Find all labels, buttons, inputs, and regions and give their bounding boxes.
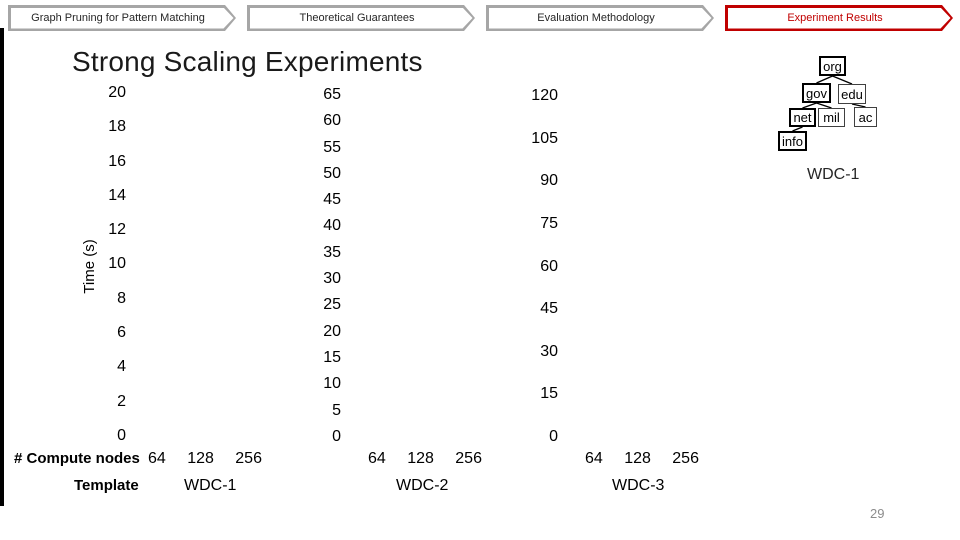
x-tick-label: 64	[585, 450, 603, 467]
y-tick-label: 20	[108, 84, 126, 101]
page-title: Strong Scaling Experiments	[72, 46, 423, 77]
y-tick-label: 20	[323, 322, 341, 340]
y-tick-label: 35	[323, 243, 341, 261]
chart2-y-axis-ticks: 65 60 55 50 45 40 35 30 25 20 15 10 5 0	[303, 86, 341, 446]
y-tick-label: 60	[323, 112, 341, 130]
tab-fill	[250, 8, 473, 29]
y-tick-label: 30	[540, 342, 558, 360]
y-tick-label: 25	[323, 296, 341, 314]
y-tick-label: 45	[323, 191, 341, 209]
y-tick-label: 8	[117, 289, 126, 307]
chart2-group-label: WDC-2	[396, 477, 449, 494]
y-tick-label: 12	[108, 221, 126, 239]
tab-fill	[489, 8, 712, 29]
y-tick-label: 10	[323, 375, 341, 393]
nav-tab-label: Evaluation Methodology	[537, 12, 655, 24]
x-axis-caption: # Compute nodes	[14, 450, 140, 467]
x-tick-label: 256	[455, 450, 482, 467]
x-tick-label: 256	[235, 450, 262, 467]
tab-fill	[728, 8, 951, 29]
y-tick-label: 15	[540, 385, 558, 403]
nav-tab-experiment-results[interactable]: Experiment Results	[725, 5, 953, 31]
y-tick-label: 60	[540, 257, 558, 275]
chart3-y-axis-ticks: 120 105 90 75 60 45 30 15 0	[514, 87, 558, 446]
tree-edges	[792, 75, 866, 132]
y-tick-label: 4	[117, 358, 126, 376]
y-tick-label: 65	[323, 86, 341, 103]
y-tick-label: 0	[117, 426, 126, 444]
y-tick-label: 6	[117, 324, 126, 342]
y-tick-label: 90	[540, 172, 558, 190]
x-tick-label: 256	[672, 450, 699, 467]
y-tick-label: 5	[332, 401, 341, 419]
chart1-y-axis-ticks: 20 18 16 14 12 10 8 6 4 2 0	[88, 84, 126, 445]
y-tick-label: 0	[332, 427, 341, 445]
y-tick-label: 55	[323, 138, 341, 156]
x-tick-label: 128	[624, 450, 651, 467]
y-tick-label: 105	[531, 129, 558, 147]
chart1-x-axis-ticks: 64 128 256	[148, 450, 262, 468]
x-tick-label: 128	[407, 450, 434, 467]
tree-node-mil: mil	[818, 108, 845, 127]
y-tick-label: 120	[531, 87, 558, 104]
y-tick-label: 75	[540, 214, 558, 232]
tree-node-gov: gov	[802, 83, 831, 103]
y-tick-label: 40	[323, 217, 341, 235]
nav-tab-graph-pruning[interactable]: Graph Pruning for Pattern Matching	[8, 5, 236, 31]
y-tick-label: 15	[323, 348, 341, 366]
tree-caption: WDC-1	[807, 166, 860, 183]
nav-tab-evaluation-methodology[interactable]: Evaluation Methodology	[486, 5, 714, 31]
y-tick-label: 16	[108, 152, 126, 170]
x-tick-label: 64	[148, 450, 166, 467]
y-tick-label: 14	[108, 186, 126, 204]
slide-edge-strip	[0, 28, 4, 506]
y-tick-label: 10	[108, 255, 126, 273]
nav-tab-theoretical-guarantees[interactable]: Theoretical Guarantees	[247, 5, 475, 31]
x-tick-label: 128	[187, 450, 214, 467]
nav-tab-label: Theoretical Guarantees	[299, 12, 415, 24]
page-number: 29	[870, 506, 885, 521]
tree-diagram: org gov edu net mil ac info	[770, 48, 885, 188]
tree-node-edu: edu	[838, 84, 866, 104]
chart3-group-label: WDC-3	[612, 477, 665, 494]
group-axis-caption: Template	[74, 477, 139, 494]
y-tick-label: 0	[549, 428, 558, 445]
y-tick-label: 50	[323, 164, 341, 182]
tree-node-ac: ac	[854, 107, 877, 127]
tree-node-org: org	[819, 56, 846, 76]
nav-tab-label: Graph Pruning for Pattern Matching	[31, 12, 205, 24]
tab-fill	[11, 8, 234, 29]
y-tick-label: 30	[323, 270, 341, 288]
tree-node-net: net	[789, 108, 816, 127]
chart1-y-axis-label: Time (s)	[81, 239, 98, 294]
chart3-x-axis-ticks: 64 128 256	[585, 450, 699, 468]
tree-node-info: info	[778, 131, 807, 151]
chart1-group-label: WDC-1	[184, 477, 237, 494]
x-tick-label: 64	[368, 450, 386, 467]
nav-tab-label: Experiment Results	[787, 12, 883, 24]
y-tick-label: 2	[117, 392, 126, 410]
y-tick-label: 45	[540, 300, 558, 318]
chart2-x-axis-ticks: 64 128 256	[368, 450, 482, 468]
y-tick-label: 18	[108, 118, 126, 136]
